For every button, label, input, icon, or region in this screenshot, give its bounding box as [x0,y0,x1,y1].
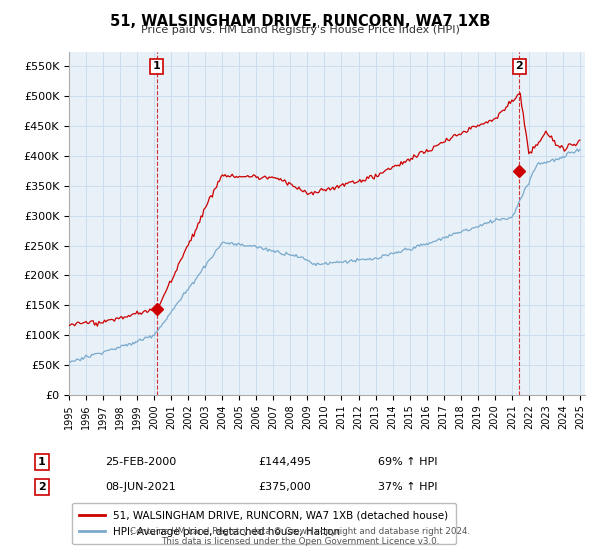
Text: 25-FEB-2000: 25-FEB-2000 [105,457,176,467]
Text: 51, WALSINGHAM DRIVE, RUNCORN, WA7 1XB: 51, WALSINGHAM DRIVE, RUNCORN, WA7 1XB [110,14,490,29]
Text: Price paid vs. HM Land Registry's House Price Index (HPI): Price paid vs. HM Land Registry's House … [140,25,460,35]
Text: £375,000: £375,000 [258,482,311,492]
Text: 1: 1 [38,457,46,467]
Text: 69% ↑ HPI: 69% ↑ HPI [378,457,437,467]
Text: 2: 2 [515,62,523,72]
Legend: 51, WALSINGHAM DRIVE, RUNCORN, WA7 1XB (detached house), HPI: Average price, det: 51, WALSINGHAM DRIVE, RUNCORN, WA7 1XB (… [71,503,456,544]
Text: 37% ↑ HPI: 37% ↑ HPI [378,482,437,492]
Text: 08-JUN-2021: 08-JUN-2021 [105,482,176,492]
Text: 2: 2 [38,482,46,492]
Text: Contains HM Land Registry data © Crown copyright and database right 2024.
This d: Contains HM Land Registry data © Crown c… [130,526,470,546]
Text: £144,495: £144,495 [258,457,311,467]
Text: 1: 1 [153,62,161,72]
